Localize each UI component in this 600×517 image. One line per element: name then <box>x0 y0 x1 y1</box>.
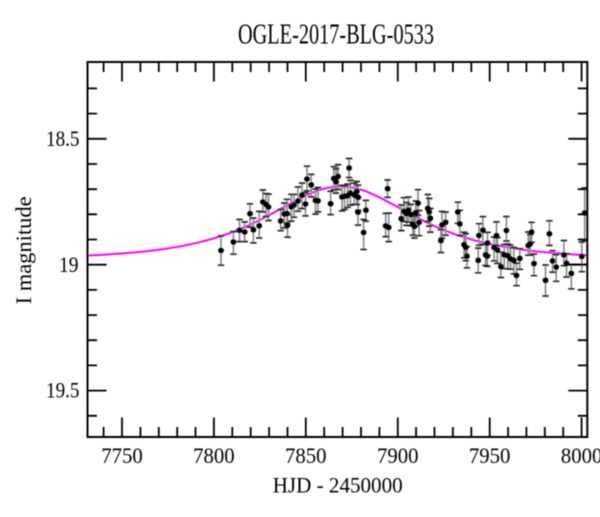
svg-text:7800: 7800 <box>193 443 235 468</box>
svg-text:19.5: 19.5 <box>46 378 80 403</box>
svg-text:7950: 7950 <box>469 443 511 468</box>
svg-text:8000: 8000 <box>561 443 600 468</box>
svg-text:HJD - 2450000: HJD - 2450000 <box>273 472 403 497</box>
svg-text:19: 19 <box>59 252 79 277</box>
svg-text:7900: 7900 <box>377 443 419 468</box>
svg-text:7750: 7750 <box>101 443 143 468</box>
svg-text:OGLE-2017-BLG-0533: OGLE-2017-BLG-0533 <box>238 20 434 51</box>
svg-text:7850: 7850 <box>285 443 327 468</box>
svg-text:I magnitude: I magnitude <box>11 196 36 304</box>
svg-text:18.5: 18.5 <box>46 126 80 151</box>
